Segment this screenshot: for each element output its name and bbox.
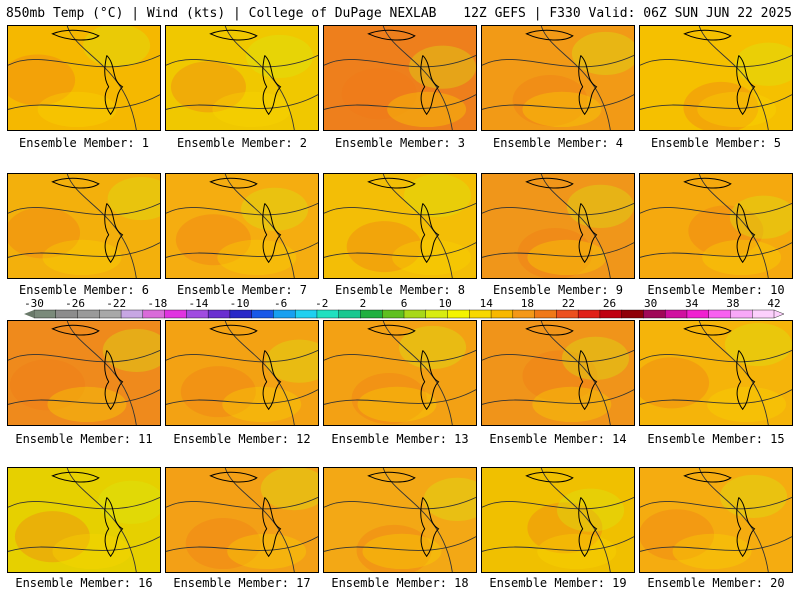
colorbar-tick-label: 18: [520, 297, 534, 310]
run-valid-time: 12Z GEFS | F330 Valid: 06Z SUN JUN 22 20…: [463, 6, 792, 21]
ensemble-panel: [165, 173, 319, 279]
colorbar-swatch: [752, 309, 775, 319]
ensemble-panel: [7, 25, 161, 131]
colorbar-swatch: [294, 309, 318, 319]
ensemble-panel: [7, 173, 161, 279]
ensemble-panel: [481, 25, 635, 131]
temperature-colorbar: [24, 309, 784, 319]
ensemble-panel: [323, 173, 477, 279]
colorbar-swatch: [403, 309, 427, 319]
colorbar-swatch: [382, 309, 405, 319]
colorbar-swatch: [338, 309, 361, 319]
ensemble-panel: [639, 173, 793, 279]
colorbar-max-arrow: [773, 309, 784, 319]
colorbar-swatch: [164, 309, 187, 319]
ensemble-panel: [165, 25, 319, 131]
colorbar-swatch: [490, 309, 514, 319]
ensemble-member-label: Ensemble Member: 9: [492, 283, 624, 297]
ensemble-panel: [165, 467, 319, 573]
colorbar-swatch: [142, 309, 166, 319]
ensemble-member-label: Ensemble Member: 19: [489, 576, 627, 590]
colorbar-swatch: [120, 309, 144, 319]
colorbar-tick-label: -10: [229, 297, 250, 310]
colorbar-tick-label: -18: [147, 297, 168, 310]
colorbar-swatch: [664, 309, 688, 319]
ensemble-member-label: Ensemble Member: 1: [18, 136, 150, 150]
colorbar-tick-label: -6: [274, 297, 288, 310]
colorbar-swatch: [512, 309, 536, 319]
colorbar-swatch: [33, 309, 57, 319]
ensemble-member-label: Ensemble Member: 15: [647, 432, 785, 446]
colorbar-swatch: [599, 309, 623, 319]
ensemble-panel: [639, 320, 793, 426]
ensemble-panel: [481, 467, 635, 573]
ensemble-panel: [639, 25, 793, 131]
colorbar-swatch: [360, 309, 383, 319]
ensemble-member-label: Ensemble Member: 5: [650, 136, 782, 150]
colorbar-tick-label: -30: [24, 297, 44, 310]
ensemble-member-label: Ensemble Member: 13: [331, 432, 469, 446]
ensemble-panel: [165, 320, 319, 426]
ensemble-panel: [323, 467, 477, 573]
ensemble-member-label: Ensemble Member: 4: [492, 136, 624, 150]
ensemble-panel: [7, 467, 161, 573]
ensemble-member-label: Ensemble Member: 16: [15, 576, 153, 590]
colorbar-tick-label: -14: [188, 297, 209, 310]
colorbar-tick-label: 38: [726, 297, 740, 310]
colorbar-swatch: [316, 309, 340, 319]
ensemble-panel: [481, 320, 635, 426]
ensemble-member-label: Ensemble Member: 17: [173, 576, 311, 590]
colorbar-swatch: [577, 309, 601, 319]
ensemble-panel: [323, 25, 477, 131]
colorbar-swatch: [207, 309, 231, 319]
colorbar-swatch: [186, 309, 209, 319]
colorbar-min-arrow: [24, 310, 34, 318]
ensemble-member-label: Ensemble Member: 12: [173, 432, 311, 446]
colorbar-swatch: [469, 309, 492, 319]
colorbar-tick-label: 26: [602, 297, 617, 310]
colorbar-swatch: [425, 309, 449, 319]
colorbar-tick-label: 42: [767, 297, 781, 310]
colorbar-tick-label: 6: [400, 297, 408, 310]
ensemble-member-label: Ensemble Member: 3: [334, 136, 466, 150]
colorbar-tick-label: -22: [106, 297, 127, 310]
colorbar-swatch: [77, 309, 100, 319]
colorbar-swatch: [556, 309, 579, 319]
ensemble-panel: [639, 467, 793, 573]
ensemble-member-label: Ensemble Member: 7: [176, 283, 308, 297]
ensemble-member-label: Ensemble Member: 2: [176, 136, 308, 150]
colorbar-swatch: [251, 309, 274, 319]
map-title: 850mb Temp (°C) | Wind (kts) | College o…: [6, 6, 437, 21]
ensemble-member-label: Ensemble Member: 20: [647, 576, 785, 590]
colorbar-tick-label: 30: [644, 297, 658, 310]
ensemble-member-label: Ensemble Member: 6: [18, 283, 150, 297]
ensemble-panel: [481, 173, 635, 279]
colorbar-tick-label: 22: [561, 297, 576, 310]
colorbar-swatch: [99, 309, 122, 319]
ensemble-panel: [323, 320, 477, 426]
colorbar-swatch: [534, 309, 557, 319]
colorbar-tick-label: 34: [685, 297, 699, 310]
colorbar-tick-label: 14: [479, 297, 493, 310]
colorbar-swatch: [273, 309, 296, 319]
colorbar-tick-label: -26: [65, 297, 86, 310]
colorbar-swatch: [621, 309, 644, 319]
colorbar-swatch: [55, 309, 79, 319]
ensemble-member-label: Ensemble Member: 10: [647, 283, 785, 297]
colorbar-swatch: [229, 309, 253, 319]
ensemble-member-label: Ensemble Member: 8: [334, 283, 466, 297]
ensemble-member-label: Ensemble Member: 11: [15, 432, 153, 446]
colorbar-tick-label: 2: [359, 297, 367, 310]
colorbar-swatch: [730, 309, 753, 319]
ensemble-member-label: Ensemble Member: 18: [331, 576, 469, 590]
colorbar-swatch: [447, 309, 470, 319]
colorbar-swatch: [686, 309, 710, 319]
ensemble-panel: [7, 320, 161, 426]
colorbar-swatch: [643, 309, 666, 319]
ensemble-member-label: Ensemble Member: 14: [489, 432, 627, 446]
colorbar-swatch: [708, 309, 731, 319]
colorbar-tick-label: -2: [315, 297, 329, 310]
colorbar-tick-label: 10: [438, 297, 452, 310]
